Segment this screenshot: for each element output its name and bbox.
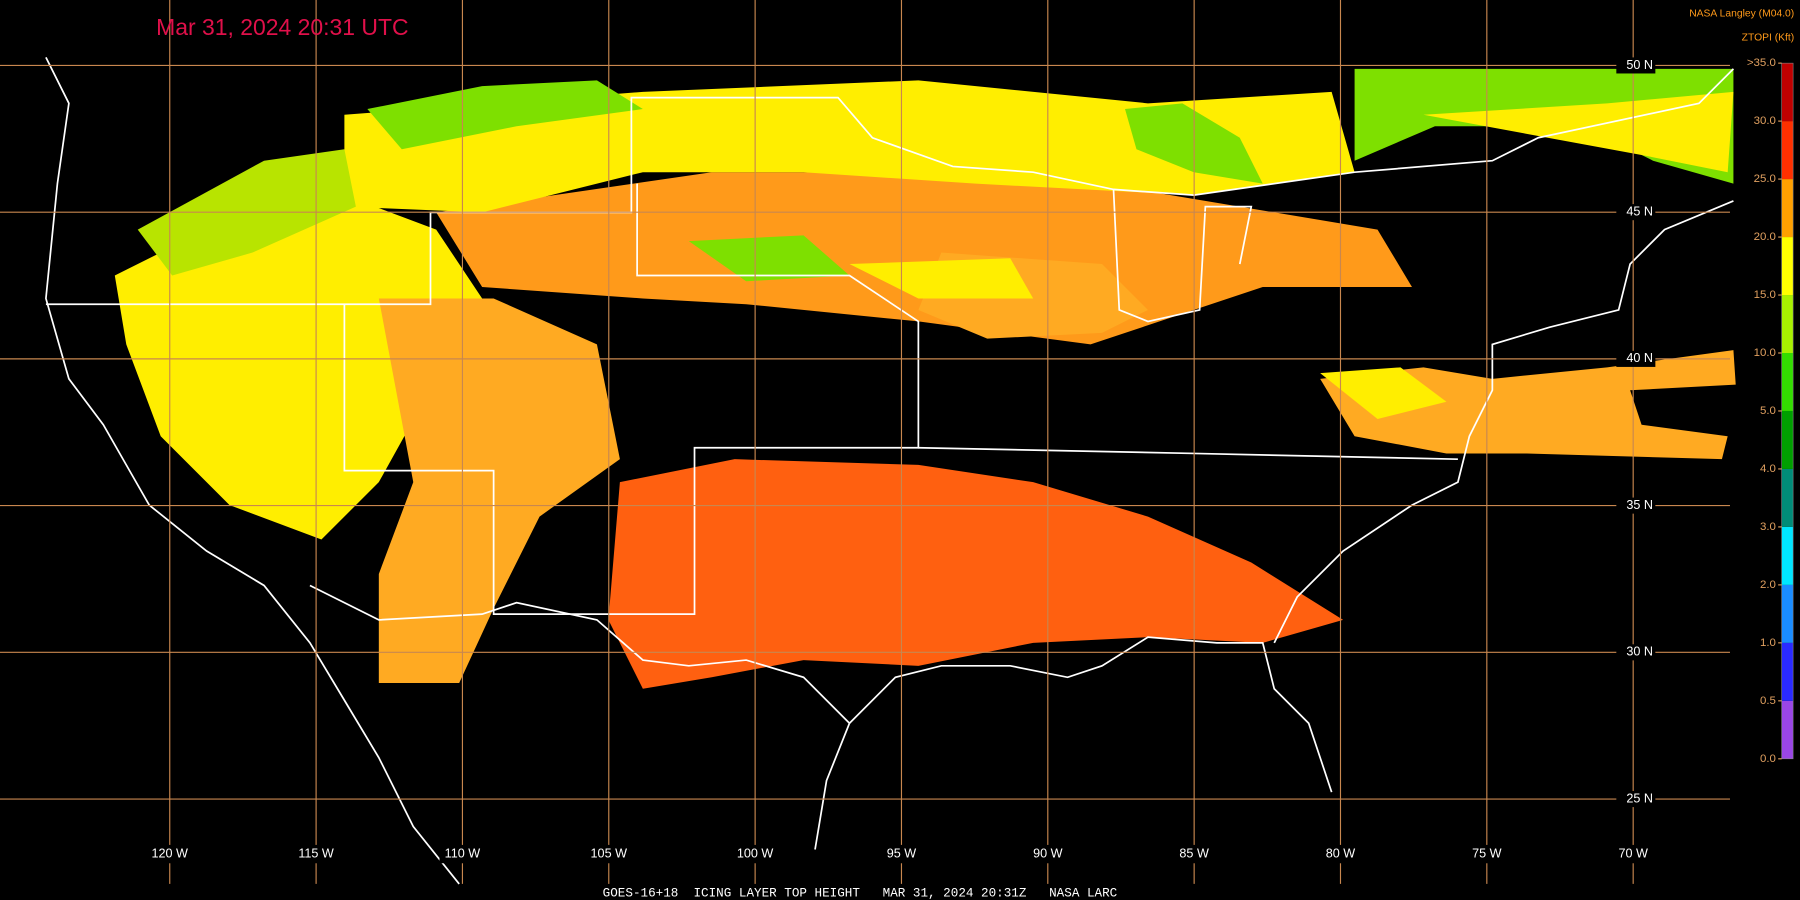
- cloud-band: [1320, 367, 1447, 420]
- longitude-label: 90 W: [1033, 846, 1063, 860]
- colorbar-tick-label: 0.5: [1760, 695, 1776, 707]
- label-backdrop: [585, 844, 632, 864]
- label-backdrop: [1616, 57, 1656, 74]
- label-backdrop: [1616, 791, 1656, 808]
- longitude-label: 100 W: [737, 846, 774, 860]
- coastline: [45, 57, 460, 885]
- coastlines: [45, 57, 1735, 885]
- cloud-band: [849, 258, 1034, 299]
- colorbar-band: [1781, 584, 1794, 643]
- label-backdrop: [1024, 844, 1071, 864]
- label-backdrop: [1171, 844, 1218, 864]
- colorbar-band: [1781, 237, 1794, 296]
- border: [45, 68, 1735, 306]
- latitude-label: 25 N: [1626, 791, 1653, 805]
- label-backdrop: [1317, 844, 1364, 864]
- colorbar-band: [1781, 352, 1794, 411]
- colorbar-band: [1781, 63, 1794, 122]
- colorbar-band: [1781, 468, 1794, 527]
- label-backdrop: [1616, 350, 1656, 367]
- cloud-band: [436, 172, 1412, 345]
- caption: GOES-16+18 ICING LAYER TOP HEIGHT MAR 31…: [603, 885, 1118, 900]
- cloud-band: [688, 235, 850, 282]
- latitude-label: 35 N: [1626, 498, 1653, 512]
- label-backdrop: [146, 844, 193, 864]
- colorbar-band: [1781, 642, 1794, 701]
- border: [309, 584, 851, 850]
- lake-shore: [1112, 189, 1253, 323]
- longitude-label: 115 W: [298, 846, 334, 860]
- colorbar-tick-label: 10.0: [1754, 347, 1776, 359]
- latitude-label: 50 N: [1626, 58, 1653, 72]
- label-backdrop: [1616, 644, 1656, 661]
- label-backdrop: [1610, 844, 1657, 864]
- colorbar-tick-label: 4.0: [1760, 463, 1776, 475]
- cloud-band: [1320, 350, 1736, 460]
- colorbar-band: [1781, 121, 1794, 180]
- colorbar: 0.0 0.5 1.0 2.0 3.0 4.0 5.0 10.0 15.0 20.0 25.0 30.…: [1747, 57, 1794, 765]
- label-backdrop: [293, 844, 340, 864]
- colorbar-tick-label: 15.0: [1754, 289, 1776, 301]
- graticule: 120 W 115 W 110 W 105 W 100 W 95 W 90 W 85 W 80 …: [0, 0, 1730, 884]
- colorbar-title: ZTOPI (Kft): [1742, 33, 1795, 44]
- colorbar-tick-label: 25.0: [1754, 173, 1776, 185]
- label-backdrop: [1616, 204, 1656, 221]
- colorbar-tick-label: 2.0: [1760, 579, 1776, 591]
- coastline: [848, 636, 1333, 793]
- credit: NASA Langley (M04.0): [1689, 9, 1794, 20]
- label-backdrop: [732, 844, 779, 864]
- colorbar-tick-label: 1.0: [1760, 637, 1776, 649]
- longitude-label: 70 W: [1618, 846, 1648, 860]
- longitude-label: 95 W: [887, 846, 917, 860]
- colorbar-band: [1781, 179, 1794, 238]
- longitude-label: 80 W: [1326, 846, 1356, 860]
- colorbar-band: [1781, 295, 1794, 353]
- longitude-label: 105 W: [591, 846, 628, 860]
- label-backdrop: [878, 844, 925, 864]
- label-backdrop: [439, 844, 486, 864]
- latitude-label: 45 N: [1626, 204, 1653, 218]
- colorbar-tick-label: >35.0: [1747, 57, 1776, 69]
- latitude-label: 30 N: [1626, 645, 1653, 659]
- colorbar-tick-label: 5.0: [1760, 405, 1776, 417]
- state-line: [343, 183, 920, 616]
- colorbar-tick-label: 30.0: [1754, 115, 1776, 127]
- cloud-band: [367, 80, 643, 150]
- colorbar-band: [1781, 410, 1794, 469]
- latitude-label: 40 N: [1626, 351, 1653, 365]
- longitude-label: 120 W: [152, 846, 189, 860]
- longitude-label: 85 W: [1179, 846, 1209, 860]
- colorbar-band: [1781, 526, 1794, 585]
- cloud-band: [114, 195, 483, 540]
- longitude-label: 110 W: [445, 846, 481, 860]
- cloud-band: [608, 459, 1344, 689]
- timestamp-title: Mar 31, 2024 20:31 UTC: [156, 14, 408, 40]
- coastline: [1273, 200, 1734, 644]
- label-backdrop: [1463, 844, 1510, 864]
- colorbar-tick-label: 3.0: [1760, 521, 1776, 533]
- label-backdrop: [1616, 497, 1656, 514]
- cloud-band: [378, 298, 620, 684]
- longitude-label: 75 W: [1472, 846, 1502, 860]
- colorbar-tick-label: 0.0: [1760, 753, 1776, 765]
- colorbar-band: [1781, 700, 1794, 759]
- colorbar-tick-label: 20.0: [1754, 231, 1776, 243]
